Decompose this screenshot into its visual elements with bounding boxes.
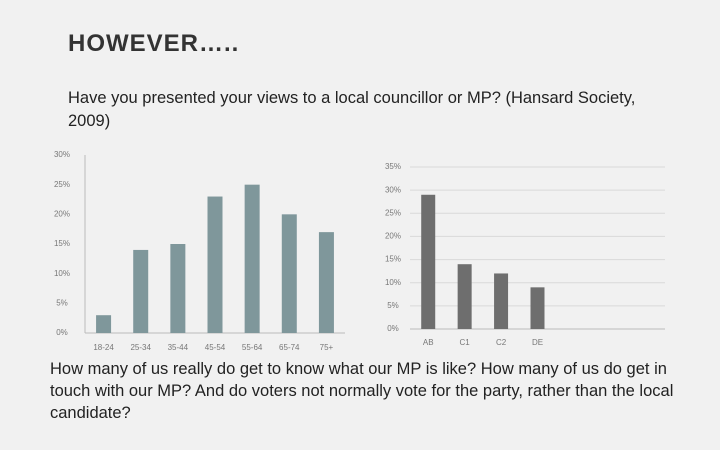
bar [281, 214, 297, 333]
x-tick-label: C2 [496, 338, 507, 347]
y-tick-label: 35% [385, 162, 401, 171]
bar [457, 264, 472, 329]
slide-title: HOWEVER….. [68, 30, 240, 57]
bar [96, 315, 112, 333]
x-tick-label: C1 [460, 338, 471, 347]
x-tick-label: 65-74 [279, 343, 300, 352]
x-tick-label: 55-64 [242, 343, 263, 352]
y-tick-label: 15% [54, 239, 70, 248]
x-tick-label: AB [423, 338, 434, 347]
y-tick-label: 30% [54, 150, 70, 159]
bar [530, 287, 545, 329]
y-tick-label: 25% [54, 180, 70, 189]
bar [170, 244, 186, 333]
bar [207, 196, 223, 333]
bar [494, 273, 509, 329]
y-tick-label: 0% [387, 324, 399, 333]
bar [421, 194, 436, 329]
x-tick-label: 18-24 [93, 343, 114, 352]
footer-text: How many of us really do get to know wha… [50, 360, 674, 422]
question: Have you presented your views to a local… [68, 89, 636, 130]
bar [318, 232, 334, 333]
y-tick-label: 25% [385, 208, 401, 217]
y-tick-label: 30% [385, 185, 401, 194]
y-tick-label: 5% [56, 298, 68, 307]
y-tick-label: 15% [385, 255, 401, 264]
y-tick-label: 10% [54, 269, 70, 278]
x-tick-label: 75+ [320, 343, 334, 352]
y-tick-label: 10% [385, 278, 401, 287]
bar [244, 184, 260, 333]
x-tick-label: 25-34 [130, 343, 151, 352]
x-tick-label: 45-54 [205, 343, 226, 352]
y-tick-label: 20% [54, 209, 70, 218]
y-tick-label: 20% [385, 232, 401, 241]
y-tick-label: 0% [56, 328, 68, 337]
bar [133, 249, 149, 333]
x-tick-label: 35-44 [168, 343, 189, 352]
y-tick-label: 5% [387, 301, 399, 310]
x-tick-label: DE [532, 338, 543, 347]
